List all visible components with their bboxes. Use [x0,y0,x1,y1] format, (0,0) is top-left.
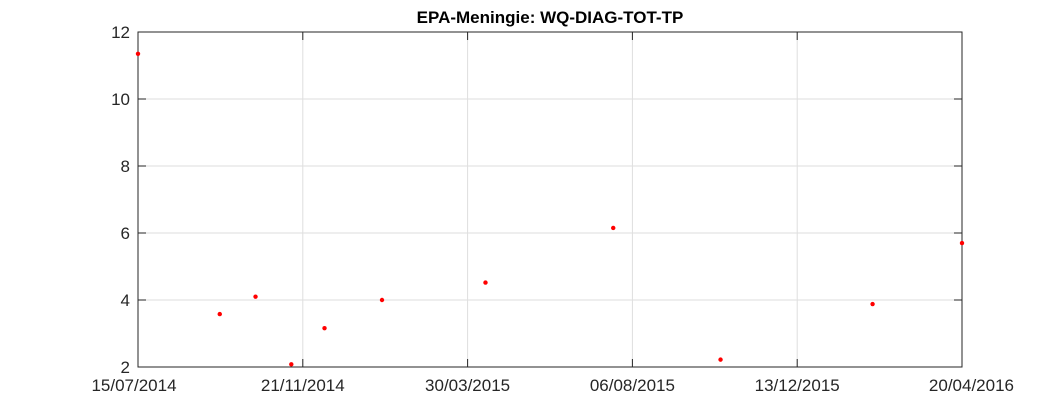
data-point [289,362,294,367]
y-tick-label: 4 [121,291,130,310]
x-tick-label: 30/03/2015 [425,376,510,395]
y-tick-label: 10 [111,90,130,109]
y-tick-label: 6 [121,224,130,243]
data-point [611,225,616,231]
x-tick-label: 06/08/2015 [590,376,675,395]
data-point [959,240,965,246]
plot-frame [137,31,963,368]
y-tick-label: 12 [111,23,130,42]
data-point [718,357,723,362]
data-point [870,301,875,307]
grid-lines [138,32,962,367]
axis-ticks [137,31,963,368]
data-points [135,51,965,367]
data-point [322,325,327,331]
data-point [135,51,141,56]
data-point [217,311,222,317]
y-tick-label: 2 [121,358,130,377]
data-point [379,297,385,303]
chart-title: EPA-Meningie: WQ-DIAG-TOT-TP [417,8,684,27]
y-tick-labels: 2 4 6 8 10 12 [111,23,130,377]
x-tick-label: 21/11/2014 [261,376,345,395]
x-tick-label: 15/07/2014 [91,376,176,395]
data-point [253,294,258,299]
x-tick-labels: 15/07/2014 21/11/2014 30/03/2015 06/08/2015… [91,376,1014,395]
x-tick-label: 20/04/2016 [929,376,1014,395]
data-point [483,280,488,285]
x-tick-label: 13/12/2015 [755,376,840,395]
y-tick-label: 8 [121,157,130,176]
